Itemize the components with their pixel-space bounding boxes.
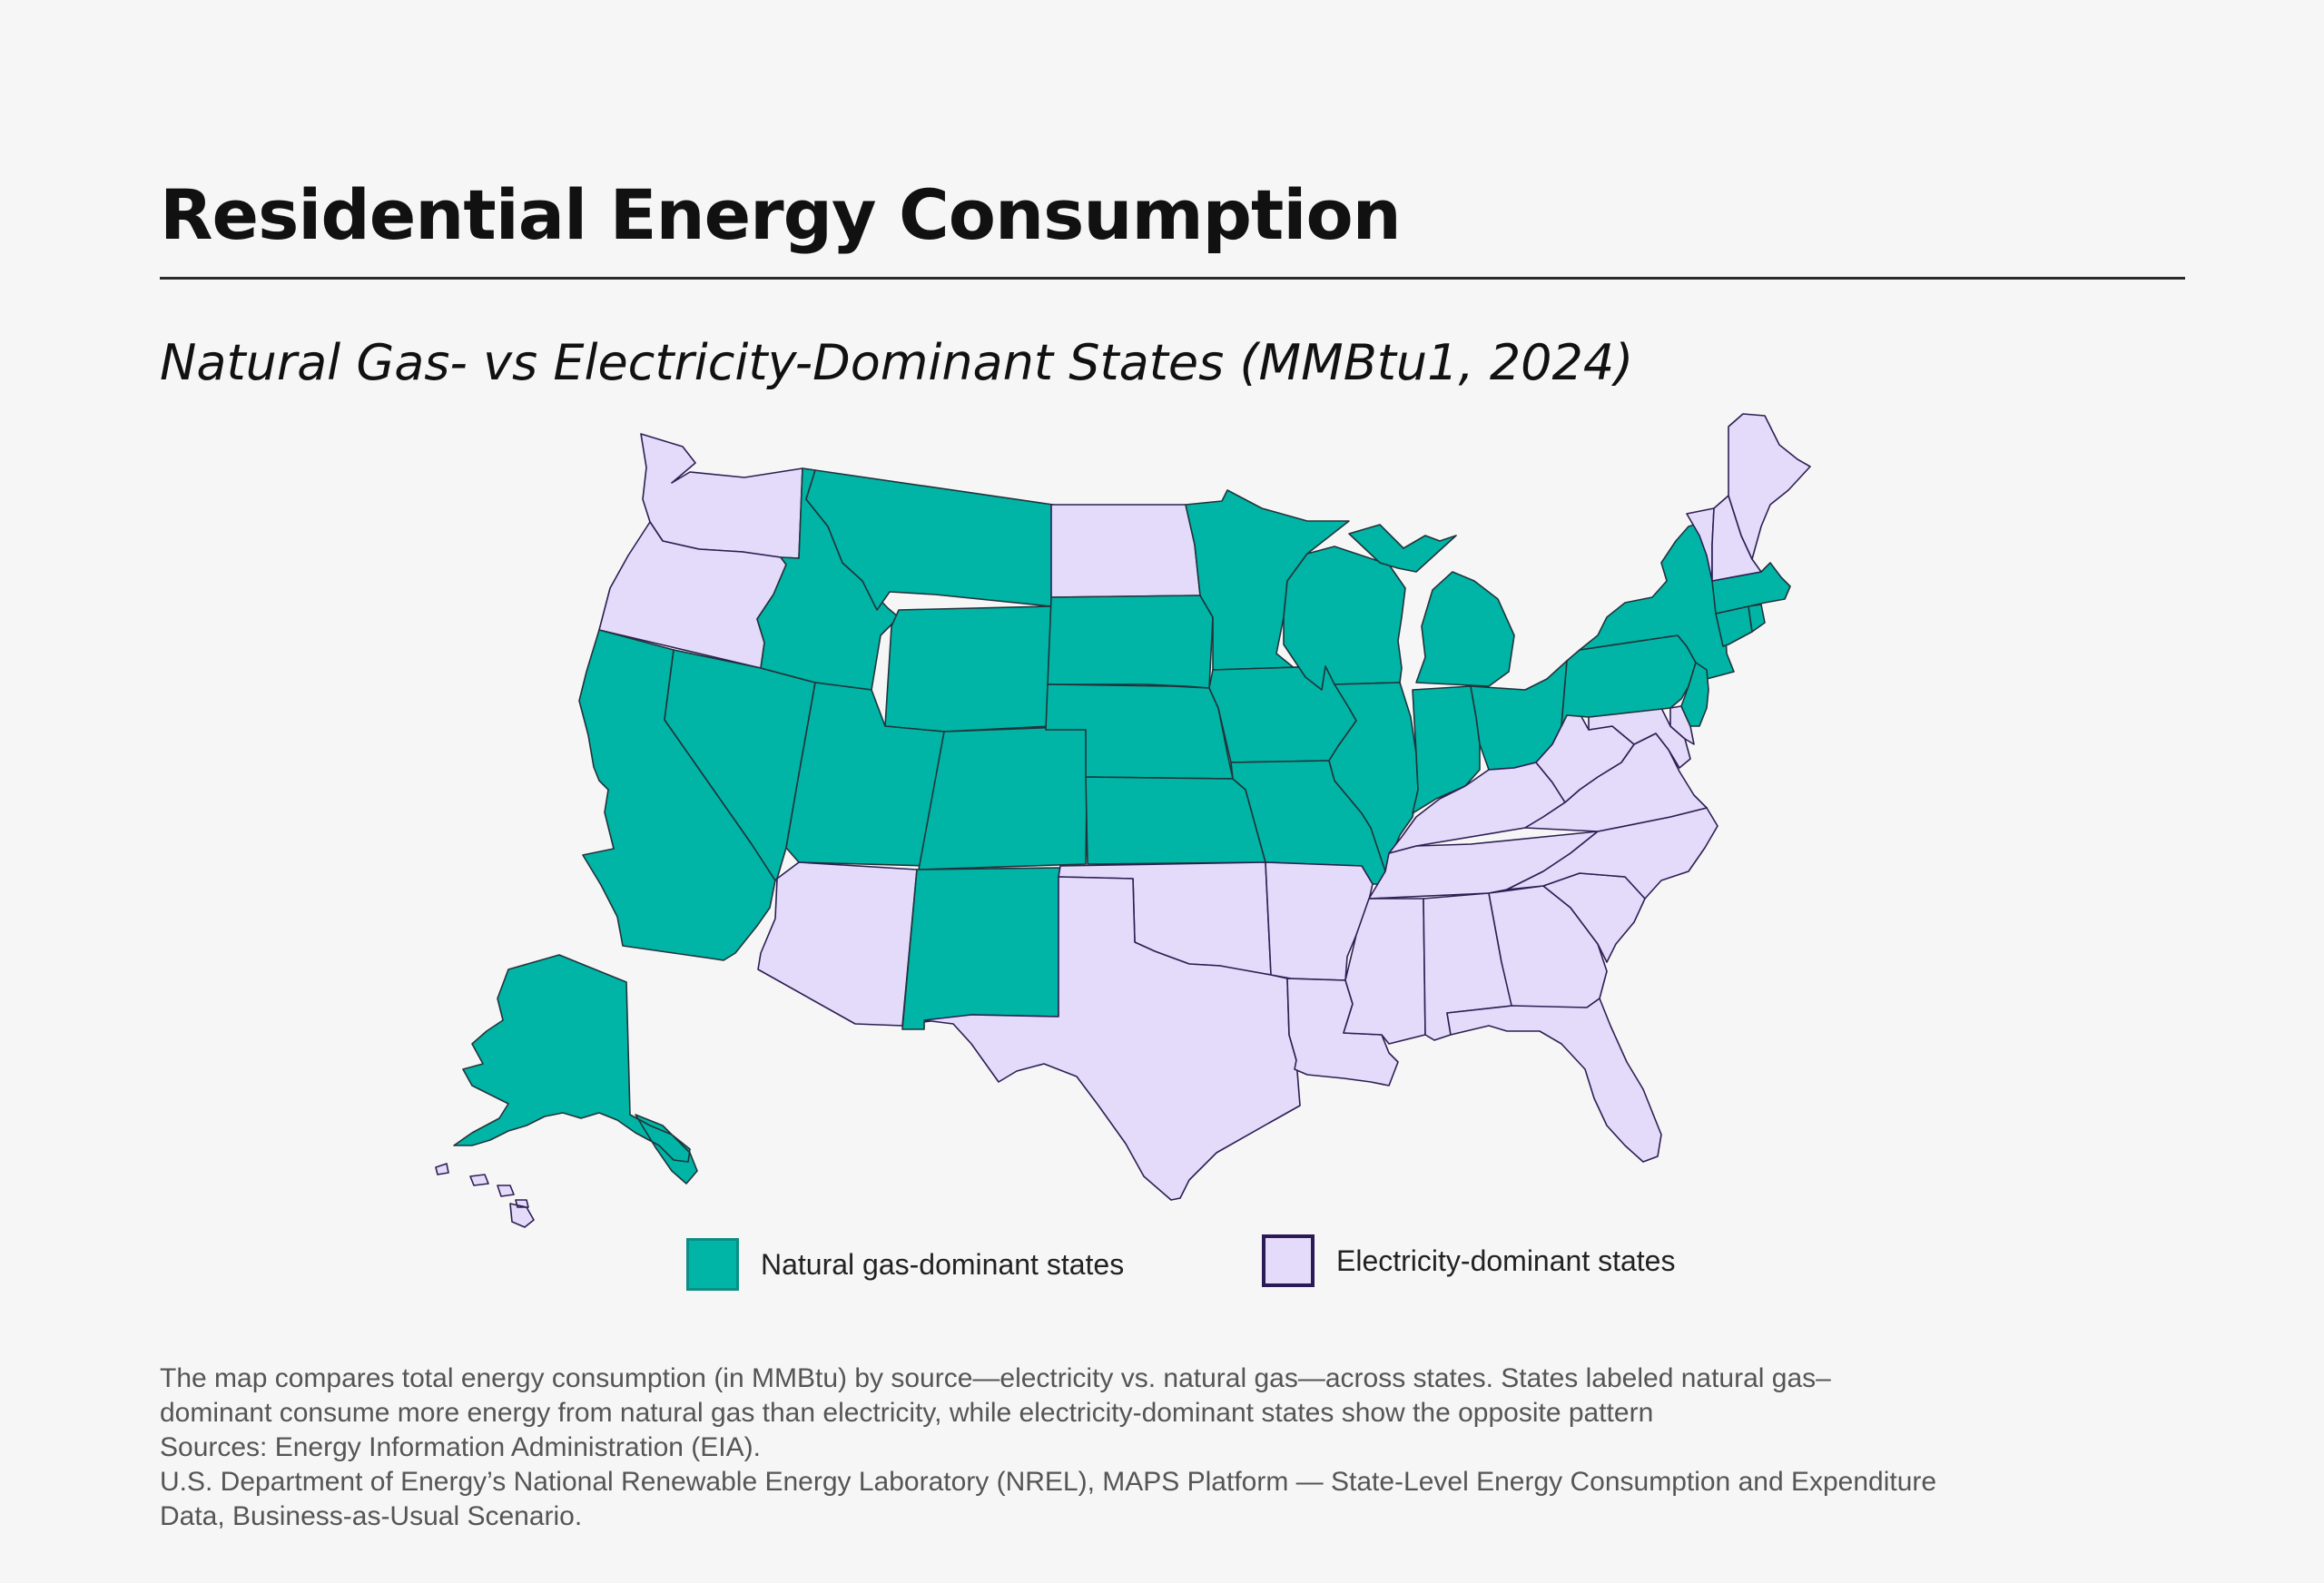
state-AZ[interactable] bbox=[757, 861, 918, 1027]
legend-label-electricity: Electricity-dominant states bbox=[1336, 1244, 1676, 1277]
map-subtitle: Natural Gas- vs Electricity-Dominant Sta… bbox=[160, 334, 1634, 391]
state-FL[interactable] bbox=[1446, 998, 1662, 1163]
state-SD[interactable] bbox=[1047, 595, 1214, 689]
state-HI[interactable] bbox=[435, 1163, 535, 1228]
footnotes: The map compares total energy consumptio… bbox=[160, 1362, 2193, 1534]
state-MS[interactable] bbox=[1343, 898, 1426, 1045]
title-divider bbox=[160, 277, 2185, 280]
state-TX[interactable] bbox=[923, 876, 1301, 1201]
note-line: U.S. Department of Energy’s National Ren… bbox=[160, 1467, 1937, 1497]
state-ME[interactable] bbox=[1728, 413, 1811, 560]
state-CO[interactable] bbox=[918, 725, 1088, 870]
legend-item-gas: Natural gas-dominant states bbox=[686, 1238, 1124, 1291]
note-line: dominant consume more energy from natura… bbox=[160, 1398, 1654, 1428]
state-NE[interactable] bbox=[1045, 683, 1234, 780]
state-WI[interactable] bbox=[1283, 546, 1406, 691]
note-line: The map compares total energy consumptio… bbox=[160, 1363, 1831, 1393]
gas-swatch-icon bbox=[686, 1238, 739, 1291]
state-MI[interactable] bbox=[1348, 524, 1515, 687]
state-AR[interactable] bbox=[1265, 861, 1374, 981]
note-line: Data, Business-as-Usual Scenario. bbox=[160, 1501, 583, 1531]
electricity-swatch-icon bbox=[1262, 1234, 1315, 1287]
state-WY[interactable] bbox=[884, 605, 1052, 733]
legend-item-electricity: Electricity-dominant states bbox=[1262, 1234, 1675, 1287]
legend-label-gas: Natural gas-dominant states bbox=[761, 1247, 1125, 1281]
state-NC[interactable] bbox=[1506, 807, 1718, 900]
state-KS[interactable] bbox=[1085, 776, 1266, 865]
state-NJ[interactable] bbox=[1680, 662, 1709, 727]
page-title: Residential Energy Consumption bbox=[160, 174, 1402, 255]
state-RI[interactable] bbox=[1748, 604, 1766, 633]
state-MD[interactable] bbox=[1588, 707, 1691, 769]
note-line: Sources: Energy Information Administrati… bbox=[160, 1432, 761, 1462]
state-AK[interactable] bbox=[453, 954, 698, 1185]
state-WA[interactable] bbox=[640, 433, 803, 559]
state-ND[interactable] bbox=[1050, 504, 1201, 598]
state-MN[interactable] bbox=[1185, 489, 1350, 691]
state-NM[interactable] bbox=[901, 867, 1061, 1030]
state-MA[interactable] bbox=[1711, 562, 1791, 615]
